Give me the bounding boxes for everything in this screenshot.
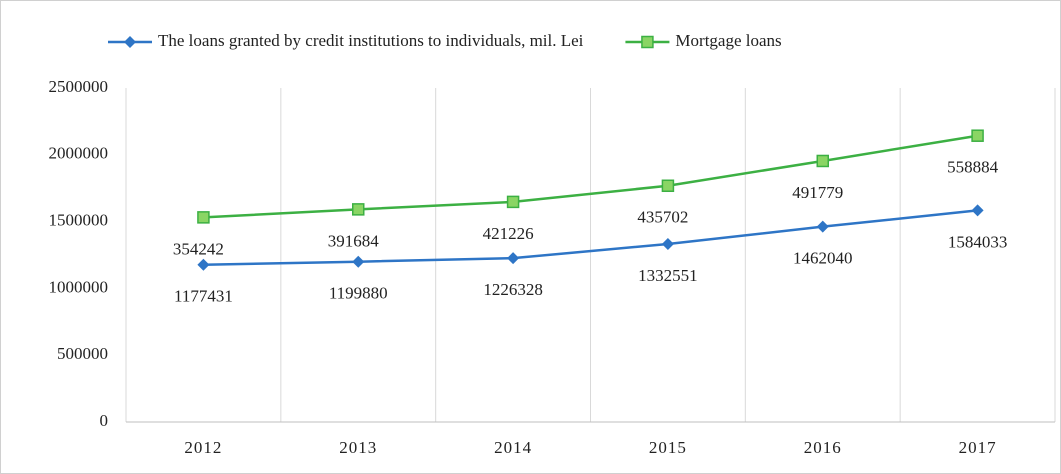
data-label: 1226328 <box>483 280 543 299</box>
x-tick-label: 2013 <box>339 438 377 457</box>
point <box>661 237 674 250</box>
point <box>197 258 210 271</box>
data-label: 491779 <box>792 183 843 202</box>
x-tick-label: 2016 <box>804 438 842 457</box>
legend-label: Mortgage loans <box>675 31 781 50</box>
data-label: 391684 <box>328 231 380 250</box>
legend-marker <box>641 35 654 49</box>
y-tick-label: 2500000 <box>49 77 109 96</box>
data-label: 435702 <box>637 208 688 227</box>
legend: The loans granted by credit institutions… <box>108 31 782 50</box>
data-label: 421226 <box>483 224 534 243</box>
data-label: 558884 <box>947 158 999 177</box>
point <box>816 220 829 233</box>
x-tick-label: 2012 <box>184 438 222 457</box>
point <box>507 252 520 265</box>
data-label: 354242 <box>173 239 224 258</box>
series-line <box>203 134 978 219</box>
y-tick-label: 1000000 <box>49 277 109 296</box>
point <box>352 255 365 268</box>
series-line <box>203 209 978 266</box>
data-label: 1584033 <box>948 232 1008 251</box>
y-tick-label: 0 <box>100 411 109 430</box>
y-tick-label: 500000 <box>57 344 108 363</box>
point <box>971 204 984 217</box>
point <box>971 129 984 142</box>
point <box>661 179 675 193</box>
data-label: 1199880 <box>329 284 388 303</box>
point <box>352 203 365 216</box>
point <box>197 211 210 224</box>
point <box>816 154 829 168</box>
y-tick-label: 1500000 <box>49 211 109 230</box>
data-label: 1462040 <box>793 249 853 268</box>
x-tick-label: 2017 <box>959 438 997 457</box>
data-label: 1177431 <box>174 287 233 306</box>
x-tick-label: 2015 <box>649 438 687 457</box>
data-label: 1332551 <box>638 266 698 285</box>
x-tick-label: 2014 <box>494 438 532 457</box>
y-tick-label: 2000000 <box>49 144 109 163</box>
legend-marker <box>124 36 136 48</box>
legend-label: The loans granted by credit institutions… <box>158 31 584 50</box>
point <box>506 195 520 209</box>
